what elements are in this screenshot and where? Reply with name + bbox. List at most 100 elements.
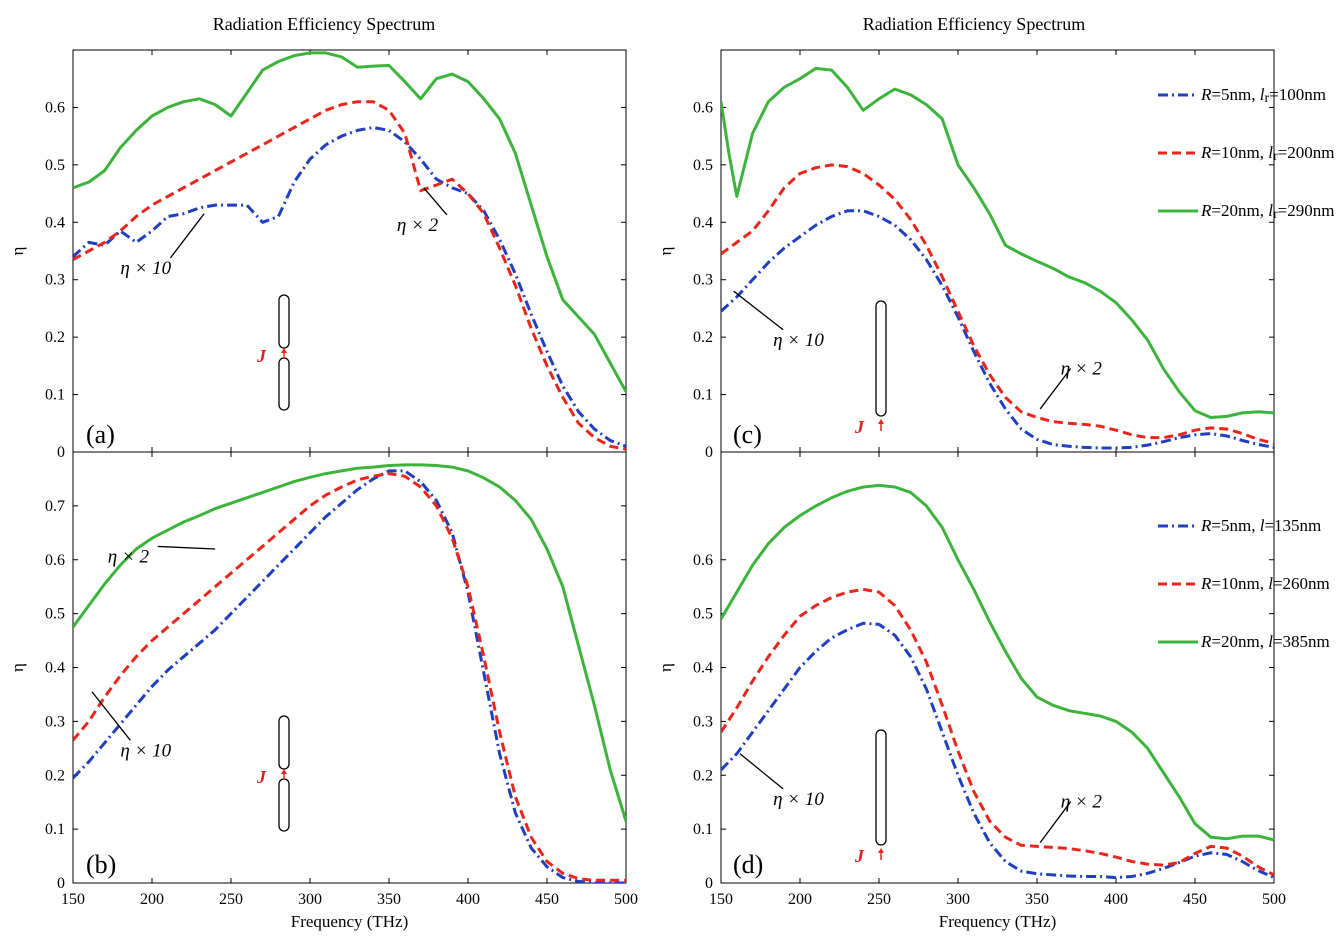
legend-entry: R=20nm, lr=290nm (1200, 201, 1334, 222)
x-tick-label: 400 (1104, 891, 1128, 908)
y-tick-label: 0.2 (693, 329, 713, 346)
y-axis-label: η (8, 663, 27, 672)
series-line-blue (721, 209, 1274, 450)
annotation-leader (1039, 368, 1072, 410)
annotation-label: η × 10 (120, 258, 171, 279)
panel-c: 0 0.1 0.2 0.3 0.4 0.5 0.6 η Radiation Efficiency… (656, 14, 1334, 461)
y-axis-label: η (8, 247, 27, 256)
y-tick-label: 0.1 (45, 821, 65, 838)
x-tick-label: 300 (946, 891, 970, 908)
x-tick-label: 450 (535, 891, 559, 908)
x-tick-label: 200 (140, 891, 164, 908)
x-tick-label: 400 (456, 891, 480, 908)
y-tick-label: 0.1 (693, 821, 713, 838)
y-tick-label: 0.4 (45, 214, 65, 231)
source-label: J (256, 346, 267, 366)
inset-single-rod: J (854, 300, 887, 437)
series-line-green (73, 51, 626, 393)
annotation-label: η × 2 (1061, 358, 1103, 379)
chart-title: Radiation Efficiency Spectrum (213, 14, 436, 34)
y-tick-label: 0.3 (693, 272, 713, 289)
x-tick-label: 250 (867, 891, 891, 908)
plot-frame (720, 49, 1275, 453)
panel-b: 150 200 250 300 350 400 450 500 0 0.1 0.2 0.3 0.4 0.5… (8, 451, 638, 931)
annotation-leader (739, 753, 784, 790)
rod-antenna (875, 300, 887, 417)
dipole-arm-lower (278, 357, 290, 411)
annotation-label: η × 10 (120, 740, 171, 761)
annotation-leader (1039, 801, 1072, 843)
series-line-red (73, 100, 626, 451)
y-tick-label: 0.2 (693, 767, 713, 784)
series-line-red (73, 472, 626, 882)
panel-label: (c) (733, 420, 762, 449)
y-tick-label: 0.3 (693, 713, 713, 730)
y-tick-label: 0.6 (693, 99, 713, 116)
panel-a: 0 0.1 0.2 0.3 0.4 0.5 0.6 η Radiation Efficiency… (8, 14, 627, 461)
y-tick-label: 0.7 (45, 498, 65, 515)
y-tick-label: 0.4 (45, 660, 65, 677)
x-tick-label: 300 (298, 891, 322, 908)
source-arrow-head (281, 769, 287, 774)
source-arrow-head (878, 848, 884, 853)
source-label: J (854, 417, 865, 437)
annotation-leader (423, 187, 448, 216)
legend-entry: R=10nm, lr=200nm (1200, 143, 1334, 164)
y-tick-label: 0.5 (693, 157, 713, 174)
panel-label: (d) (733, 850, 763, 879)
panel-label: (b) (86, 850, 116, 879)
inset-split-dipole: J (256, 715, 290, 832)
series-line-red (721, 587, 1274, 877)
y-tick-label: 0 (705, 444, 713, 461)
series-line-blue (721, 621, 1274, 880)
y-tick-label: 0.1 (45, 387, 65, 404)
y-tick-label: 0.3 (45, 272, 65, 289)
annotation-leader (733, 290, 784, 331)
series-line-green (721, 483, 1274, 842)
dipole-arm-lower (278, 778, 290, 832)
series-group (73, 463, 626, 883)
x-axis-label: Frequency (THz) (939, 912, 1057, 931)
y-tick-label: 0.2 (45, 329, 65, 346)
annotation-label: η × 2 (108, 546, 150, 567)
y-axis-label: η (656, 663, 675, 672)
source-arrow-head (878, 419, 884, 424)
dipole-arm-upper (278, 294, 290, 349)
y-tick-label: 0.5 (693, 606, 713, 623)
panel-d: 150 200 250 300 350 400 450 500 0 0.1 0.2 0.3 0.4 0.5… (656, 451, 1330, 931)
source-label: J (854, 846, 865, 866)
legend: R=5nm, l=135nm R=10nm, l=260nm R=20nm, l=3… (1158, 516, 1330, 651)
y-tick-label: 0.4 (693, 214, 713, 231)
panel-label: (a) (86, 420, 115, 449)
y-tick-label: 0.6 (45, 99, 65, 116)
x-tick-label: 150 (709, 891, 733, 908)
legend-entry: R=5nm, l=135nm (1200, 516, 1321, 535)
y-tick-label: 0.1 (693, 387, 713, 404)
y-tick-label: 0.5 (45, 157, 65, 174)
y-tick-label: 0.6 (45, 552, 65, 569)
chart-title: Radiation Efficiency Spectrum (863, 14, 1086, 34)
legend-entry: R=5nm, lr=100nm (1200, 85, 1326, 106)
annotation-leader (91, 691, 131, 741)
rod-antenna (875, 729, 887, 846)
x-tick-label: 350 (377, 891, 401, 908)
source-label: J (256, 767, 267, 787)
source-arrow-head (281, 348, 287, 353)
series-group (721, 66, 1274, 450)
x-axis-label: Frequency (THz) (291, 912, 409, 931)
y-axis-label: η (656, 247, 675, 256)
y-tick-label: 0.6 (693, 552, 713, 569)
annotation-label: η × 2 (397, 215, 439, 236)
annotation-label: η × 2 (1061, 792, 1103, 813)
x-tick-label: 350 (1025, 891, 1049, 908)
x-tick-label: 200 (788, 891, 812, 908)
y-tick-label: 0.4 (693, 660, 713, 677)
series-line-green (73, 463, 626, 822)
series-line-green (721, 66, 1274, 419)
series-group (73, 51, 626, 451)
inset-split-dipole: J (256, 294, 290, 411)
annotation-leader (157, 545, 216, 550)
legend: R=5nm, lr=100nm R=10nm, lr=200nm R=20nm, l… (1158, 85, 1334, 222)
y-tick-label: 0.2 (45, 767, 65, 784)
y-tick-label: 0 (705, 875, 713, 892)
